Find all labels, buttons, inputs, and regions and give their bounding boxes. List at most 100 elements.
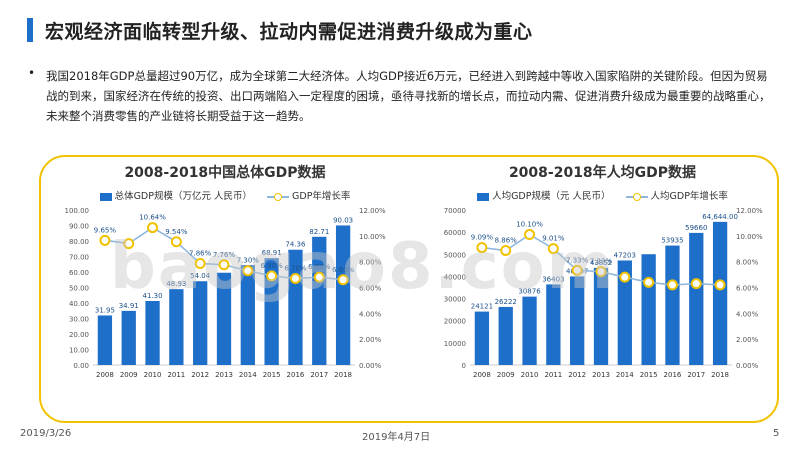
bar-value-label: 30876 (518, 288, 541, 296)
gdp-total-plot: 0.00 10.00 20.00 30.00 40.00 50.00 60.00 70.00 8… (65, 207, 387, 379)
bar-2008 (97, 315, 113, 365)
y-right-tick-label: 12.00% (359, 207, 386, 215)
x-tick-label: 2017 (687, 371, 705, 379)
y-left-tick-label: 100.00 (65, 207, 90, 215)
page-title: 宏观经济面临转型升级、拉动内需促进消费升级成为重心 (45, 21, 533, 43)
growth-rate-label: 9.09% (471, 234, 494, 242)
growth-rate-label: 9.65% (94, 226, 117, 234)
bar-2009 (498, 306, 513, 365)
growth-rate-label: 6.90% (261, 262, 284, 270)
x-tick-label: 2018 (334, 371, 352, 379)
y-right-tick-label: 12.00% (736, 207, 763, 215)
y-right-tick-label: 6.00% (736, 285, 759, 293)
bar-value-label: 64,644.00 (702, 213, 738, 221)
growth-rate-point-2016 (666, 279, 678, 291)
y-left-tick-label: 40000 (444, 273, 466, 281)
legend-line-label: GDP年增长率 (292, 191, 351, 202)
title-accent-bar (27, 18, 33, 42)
growth-rate-label: 9.54% (165, 228, 188, 236)
growth-rate-point-2017 (313, 271, 325, 283)
y-left-tick-label: 20.00 (69, 331, 89, 339)
growth-rate-point-2018 (337, 274, 349, 286)
growth-rate-point-2018 (714, 279, 726, 291)
legend-line-swatch (625, 192, 648, 202)
growth-rate-point-2011 (547, 243, 559, 255)
bar-value-label: 53935 (661, 237, 683, 245)
y-left-tick-label: 0.00 (73, 362, 89, 370)
growth-rate-label: 10.64% (139, 214, 166, 222)
chart-legend: 总体GDP规模（万亿元 人民币） GDP年增长率 (55, 188, 395, 202)
x-tick-label: 2013 (592, 371, 610, 379)
legend-bar-swatch (99, 192, 112, 201)
y-right-tick-label: 10.00% (359, 233, 386, 241)
legend-bar-swatch (477, 192, 490, 201)
bullet-dot: • (28, 66, 36, 80)
chart-title: 2008-2018年人均GDP数据 (508, 165, 697, 181)
bar-2014 (617, 260, 632, 365)
growth-rate-label: 7.86% (189, 249, 212, 257)
y-right-tick-label: 4.00% (359, 310, 382, 318)
x-tick-label: 2010 (521, 371, 539, 379)
y-right-tick-label: 8.00% (736, 259, 759, 267)
x-tick-label: 2014 (616, 371, 634, 379)
legend-bar-label: 总体GDP规模（万亿元 人民币） (114, 191, 252, 202)
growth-rate-point-2017 (690, 278, 702, 290)
bar-value-label: 54.04 (190, 272, 211, 280)
bar-value-label: 59660 (685, 224, 707, 232)
bar-2008 (474, 311, 490, 365)
growth-rate-label: 7.76% (213, 251, 236, 259)
bar-2011 (546, 284, 561, 365)
bar-value-label: 41.30 (143, 292, 163, 300)
bar-value-label: 74.36 (285, 241, 306, 249)
x-tick-label: 2016 (287, 371, 305, 379)
bar-2012 (193, 281, 208, 365)
bar-2010 (522, 296, 537, 365)
bar-value-label: 68.91 (262, 249, 282, 257)
x-tick-label: 2014 (239, 371, 257, 379)
growth-rate-label: 10.10% (516, 221, 543, 229)
growth-rate-label: 7.33% (566, 256, 589, 264)
x-tick-label: 2008 (96, 371, 114, 379)
growth-rate-point-2010 (524, 229, 536, 241)
bar-2018 (335, 225, 351, 365)
growth-rate-point-2015 (266, 270, 278, 282)
y-left-tick-label: 60.00 (69, 269, 89, 277)
bar-value-label: 90.03 (333, 216, 353, 224)
growth-rate-label: 6.60% (332, 266, 355, 274)
y-left-tick-label: 70000 (444, 207, 466, 215)
growth-rate-point-2009 (123, 238, 135, 250)
watermark: baogao8.com (110, 230, 616, 304)
y-right-tick-label: 0.00% (736, 362, 759, 370)
x-tick-label: 2009 (120, 371, 138, 379)
growth-rate-label: 9.01% (542, 235, 565, 243)
bar-2018 (712, 221, 728, 365)
x-tick-label: 2011 (544, 371, 562, 379)
x-tick-label: 2015 (640, 371, 658, 379)
bar-value-label: 47203 (614, 251, 636, 259)
y-right-tick-label: 4.00% (736, 310, 759, 318)
growth-rate-point-2014 (242, 265, 254, 277)
bar-2012 (570, 276, 585, 365)
growth-rate-point-2015 (643, 276, 655, 288)
x-tick-label: 2016 (664, 371, 682, 379)
growth-rate-point-2013 (218, 259, 230, 271)
y-left-tick-label: 50.00 (69, 285, 89, 293)
gdp-total-chart: 2008-2018中国总体GDP数据 总体GDP规模（万亿元 人民币） GDP年… (55, 160, 395, 385)
y-right-tick-label: 10.00% (736, 233, 763, 241)
growth-rate-point-2009 (500, 245, 512, 257)
y-left-tick-label: 60000 (444, 229, 466, 237)
bar-value-label: 24121 (471, 303, 493, 311)
y-right-tick-label: 2.00% (736, 336, 759, 344)
bar-2017 (312, 236, 327, 365)
y-right-tick-label: 8.00% (359, 259, 382, 267)
chart-title: 2008-2018中国总体GDP数据 (124, 165, 326, 181)
x-tick-label: 2010 (144, 371, 162, 379)
bar-2010 (145, 300, 160, 365)
bar-2015 (641, 254, 656, 365)
x-tick-label: 2015 (263, 371, 281, 379)
growth-rate-point-2010 (147, 222, 159, 234)
x-tick-label: 2008 (473, 371, 491, 379)
y-left-tick-label: 70.00 (69, 254, 89, 262)
page-number: 5 (773, 428, 780, 439)
bar-value-label: 36403 (542, 275, 564, 283)
